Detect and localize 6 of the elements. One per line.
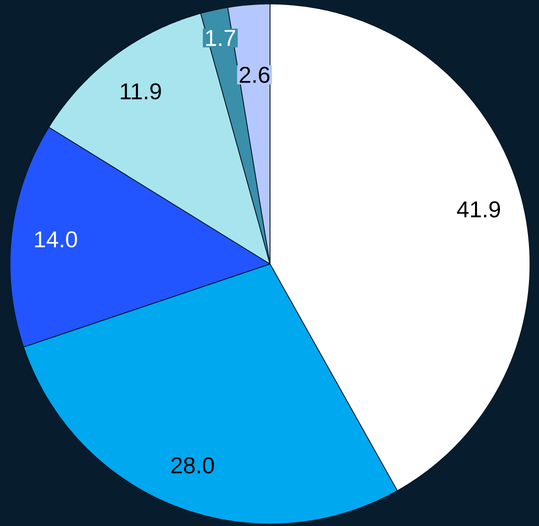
data-label: 11.9	[120, 83, 161, 100]
data-label: 28.0	[171, 457, 214, 474]
data-label: 14.0	[35, 231, 78, 248]
data-label: 1.7	[206, 30, 236, 46]
data-label: 2.6	[240, 66, 270, 83]
data-label: 41.9	[457, 201, 500, 218]
